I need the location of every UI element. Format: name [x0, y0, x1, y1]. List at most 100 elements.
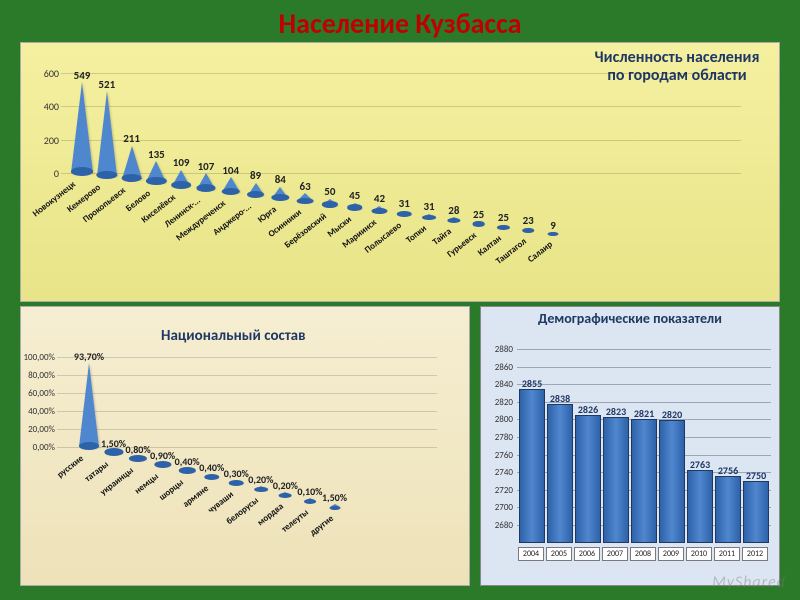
demo-ytick: 2860: [485, 362, 513, 373]
demo-bar: 2756: [715, 476, 741, 543]
city-value-label: 25: [473, 208, 484, 221]
ethnic-category-label: телеуты: [279, 507, 310, 535]
demo-ytick: 2680: [485, 520, 513, 531]
city-value-label: 23: [523, 214, 534, 227]
demo-value-label: 2823: [606, 405, 626, 418]
ethnic-category-label: татары: [83, 459, 111, 484]
ethnic-chart-title: Национальный состав: [161, 327, 306, 345]
city-cone: 549: [71, 82, 93, 174]
demo-category-label: 2012: [742, 547, 768, 561]
cities-chart-panel: Численность населения по городам области…: [20, 42, 780, 302]
demo-value-label: 2855: [522, 377, 542, 390]
demo-ytick: 2800: [485, 414, 513, 425]
city-value-label: 104: [222, 164, 239, 177]
demo-value-label: 2838: [550, 392, 570, 405]
demo-bar: 2820: [659, 420, 685, 543]
ethnic-value-label: 0,80%: [126, 443, 151, 456]
demo-ytick: 2720: [485, 485, 513, 496]
cities-ytick: 600: [37, 67, 59, 80]
city-cone: 521: [96, 91, 117, 176]
city-value-label: 42: [374, 192, 385, 205]
demo-ytick: 2740: [485, 467, 513, 478]
ethnic-value-label: 0,30%: [224, 467, 249, 480]
city-value-label: 50: [324, 185, 335, 198]
city-category-label: Топки: [404, 223, 429, 246]
city-cone: 42: [372, 205, 387, 210]
ethnic-cone: 0,80%: [129, 456, 147, 459]
demo-bar: 2821: [631, 419, 657, 543]
cities-ytick: 0: [37, 167, 59, 180]
city-cone: 31: [422, 213, 436, 217]
city-cone: 25: [497, 224, 509, 227]
city-category-label: Салаир: [525, 239, 554, 265]
ethnic-cone: 0,20%: [279, 492, 292, 495]
demo-ytick: 2780: [485, 432, 513, 443]
demo-value-label: 2821: [634, 407, 654, 420]
page-title: Население Кузбасса: [0, 0, 800, 41]
ethnic-value-label: 0,40%: [175, 455, 200, 468]
demo-ytick: 2880: [485, 344, 513, 355]
demo-category-label: 2007: [602, 547, 628, 561]
ethnic-cone: 0,40%: [179, 468, 195, 471]
ethnic-value-label: 0,20%: [273, 479, 298, 492]
ethnic-chart-panel: Национальный состав 0,00%20,00%40,00%60,…: [20, 306, 470, 586]
ethnic-ytick: 60,00%: [21, 388, 55, 399]
city-value-label: 63: [300, 180, 311, 193]
demo-category-label: 2009: [658, 547, 684, 561]
ethnic-category-label: немцы: [133, 471, 161, 496]
demo-ytick: 2760: [485, 450, 513, 461]
demo-bar: 2826: [575, 415, 601, 543]
ethnic-ytick: 0,00%: [21, 442, 55, 453]
ethnic-ytick: 20,00%: [21, 424, 55, 435]
city-cone: 45: [347, 202, 363, 208]
city-value-label: 549: [74, 69, 91, 82]
city-cone: 135: [146, 161, 166, 182]
city-value-label: 84: [275, 173, 286, 186]
city-value-label: 521: [98, 78, 115, 91]
city-cone: 50: [322, 198, 338, 205]
demo-category-label: 2006: [574, 547, 600, 561]
demographics-plot: 2680270027202740276027802800282028402860…: [517, 349, 771, 561]
ethnic-ytick: 80,00%: [21, 370, 55, 381]
city-cone: 84: [272, 186, 289, 198]
ethnic-value-label: 1,50%: [322, 491, 347, 504]
ethnic-cone: 0,10%: [304, 498, 316, 501]
ethnic-category-label: русские: [55, 453, 86, 480]
demo-bar: 2823: [603, 417, 629, 543]
demo-category-label: 2010: [686, 547, 712, 561]
demo-category-label: 2008: [630, 547, 656, 561]
city-cone: 63: [297, 193, 314, 202]
demo-bar: 2855: [519, 389, 545, 543]
demographics-chart-title: Демографические показатели: [481, 307, 779, 326]
demo-value-label: 2826: [578, 403, 598, 416]
ethnic-cone: 0,40%: [204, 474, 220, 477]
city-value-label: 211: [123, 132, 140, 145]
ethnic-value-label: 0,10%: [297, 485, 322, 498]
city-cone: 109: [171, 169, 191, 186]
ethnic-value-label: 0,20%: [248, 473, 273, 486]
city-cone: 25: [472, 221, 485, 224]
ethnic-chart-plot: 0,00%20,00%40,00%60,00%80,00%100,00% 93,…: [61, 357, 461, 517]
city-cone: 107: [196, 173, 215, 189]
city-cone: 104: [221, 177, 240, 192]
city-value-label: 31: [399, 197, 410, 210]
cities-chart-plot: 0200400600 549Новокузнецк521Кемерово211П…: [61, 73, 761, 233]
city-value-label: 31: [423, 200, 434, 213]
city-value-label: 45: [349, 189, 360, 202]
city-cone: 211: [121, 145, 142, 179]
city-cone: 31: [397, 210, 411, 214]
city-value-label: 28: [448, 204, 459, 217]
city-category-label: Юрга: [255, 204, 278, 225]
ethnic-cone: 0,30%: [229, 480, 244, 483]
demo-value-label: 2750: [746, 469, 766, 482]
ethnic-category-label: другие: [308, 513, 336, 538]
city-value-label: 25: [498, 211, 509, 224]
city-cone: 9: [548, 232, 559, 233]
ethnic-cone: 0,90%: [154, 462, 171, 465]
demo-category-label: 2004: [518, 547, 544, 561]
demo-bar: 2763: [687, 470, 713, 543]
demo-value-label: 2820: [662, 408, 682, 421]
ethnic-value-label: 1,50%: [101, 437, 126, 450]
demo-bar: 2750: [743, 481, 769, 543]
ethnic-ytick: 40,00%: [21, 406, 55, 417]
